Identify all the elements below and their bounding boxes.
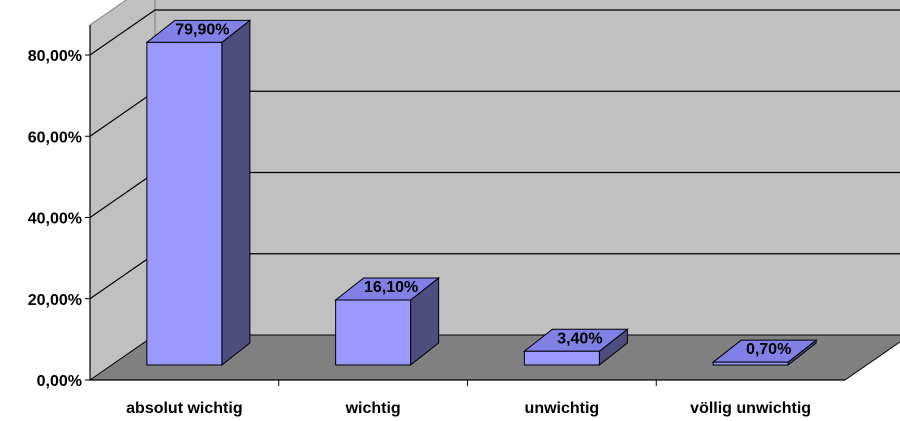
data-label: 3,40%	[557, 330, 602, 347]
data-label: 0,70%	[746, 341, 791, 358]
data-label: 79,90%	[175, 21, 229, 38]
category-label: wichtig	[345, 400, 401, 417]
bar	[523, 350, 600, 366]
y-tick-label: 20,00%	[28, 292, 82, 309]
category-label: unwichtig	[525, 400, 600, 417]
back-wall	[154, 0, 900, 336]
y-tick-label: 40,00%	[28, 211, 82, 228]
side-wall	[89, 0, 156, 381]
gridline	[89, 9, 900, 56]
bar	[712, 361, 789, 366]
data-label: 16,10%	[364, 279, 418, 296]
category-label: völlig unwichtig	[690, 400, 811, 417]
y-tick-label: 0,00%	[37, 373, 82, 390]
bar	[335, 299, 412, 366]
y-tick-label: 80,00%	[28, 48, 82, 65]
chart-walls	[88, 0, 900, 381]
bars	[145, 19, 818, 367]
axes	[85, 25, 845, 386]
labels: 0,00% 20,00% 40,00% 60,00% 80,00% 79,90% absol…	[28, 21, 811, 417]
category-label: absolut wichtig	[126, 400, 242, 417]
bar-side	[221, 19, 251, 367]
bar	[146, 41, 223, 366]
y-tick-label: 60,00%	[28, 129, 82, 146]
